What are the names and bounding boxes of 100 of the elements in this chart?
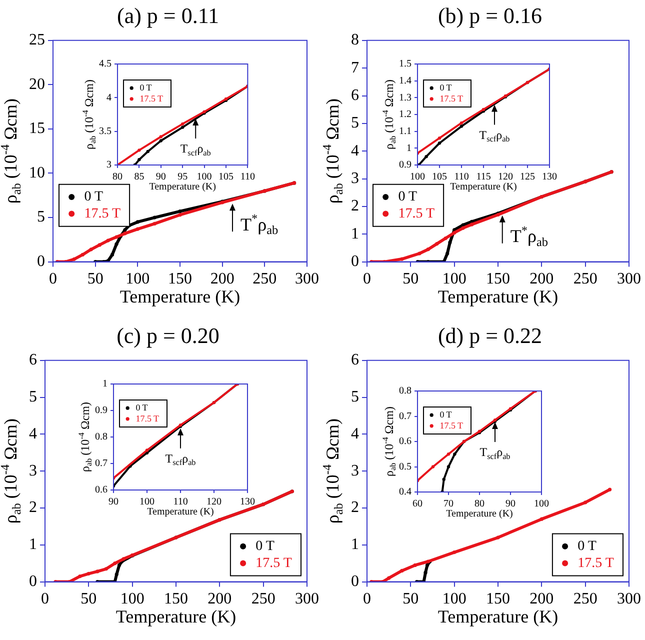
x-tick-label: 300: [617, 590, 641, 608]
y-tick-label: 1: [102, 378, 108, 390]
x-tick-label: 250: [573, 270, 598, 288]
x-tick-label: 50: [402, 270, 419, 288]
x-tick-label: 90: [108, 496, 118, 508]
y-tick-label: 4: [106, 92, 112, 104]
y-tick-label: 0.4: [399, 486, 412, 498]
y-tick-label: 5: [351, 114, 359, 132]
y-tick-label: 1: [351, 225, 359, 242]
y-tick-label: 0.7: [399, 410, 412, 422]
x-tick-label: 125: [520, 172, 535, 183]
y-axis-title: ρab (10-4 Ωcm): [380, 406, 398, 477]
x-tick-label: 300: [295, 270, 319, 288]
legend-label: 0 T: [140, 82, 152, 92]
y-tick-label: 1: [406, 142, 412, 154]
y-tick-label: 8: [351, 32, 359, 49]
x-tick-label: 100: [410, 172, 425, 183]
x-tick-label: 250: [251, 590, 276, 608]
x-axis-title: Temperature (K): [120, 286, 240, 307]
x-tick-label: 105: [432, 172, 447, 183]
x-tick-label: 50: [80, 590, 97, 608]
y-tick-label: 3: [351, 462, 359, 480]
y-tick-label: 3: [351, 170, 359, 187]
y-tick-label: 0.8: [399, 386, 412, 397]
y-tick-label: 0.6: [95, 484, 108, 496]
legend-label: 0 T: [136, 402, 148, 412]
x-tick-label: 200: [210, 270, 234, 288]
y-tick-label: 1: [29, 536, 37, 554]
x-tick-label: 100: [140, 496, 154, 508]
y-tick-label: 0.5: [399, 461, 412, 472]
x-tick-label: 105: [218, 172, 234, 183]
y-tick-label: 10: [29, 164, 45, 182]
y-tick-label: 20: [29, 76, 45, 93]
x-tick-label: 300: [617, 270, 641, 288]
legend-label: 0 T: [398, 190, 418, 205]
y-tick-label: 0: [351, 253, 359, 270]
x-tick-label: 150: [164, 590, 188, 608]
x-axis-title: Temperature (K): [438, 606, 558, 627]
x-tick-label: 150: [486, 590, 510, 608]
legend-label: 17.5 T: [398, 206, 435, 222]
y-axis-title: ρab (10-4 Ωcm): [0, 418, 24, 524]
x-tick-label: 70: [444, 498, 454, 510]
x-tick-label: 250: [252, 270, 277, 288]
x-tick-label: 150: [168, 270, 192, 288]
legend-label: 0 T: [440, 409, 452, 420]
x-tick-label: 100: [120, 590, 144, 608]
legend-label: 0 T: [440, 82, 452, 92]
y-tick-label: 4.5: [99, 58, 112, 70]
y-axis-title: ρab (10-4 Ωcm): [76, 402, 94, 472]
y-axis-title: ρab (10-4 Ωcm): [80, 79, 98, 150]
y-tick-label: 5: [37, 208, 45, 226]
y-tick-label: 0: [37, 253, 45, 270]
y-tick-label: 1.2: [399, 109, 412, 120]
y-tick-label: 1.5: [399, 58, 412, 70]
y-axis-title: ρab (10-4 Ωcm): [380, 79, 398, 150]
x-tick-label: 100: [196, 172, 212, 183]
x-tick-label: 115: [476, 172, 491, 183]
x-tick-label: 100: [534, 498, 549, 510]
y-tick-label: 0.8: [95, 432, 108, 443]
y-axis-title: ρab (10-4 Ωcm): [320, 98, 346, 204]
y-tick-label: 2: [351, 198, 359, 215]
legend-label: 0 T: [256, 539, 275, 554]
legend-label: 17.5 T: [136, 413, 160, 424]
y-tick-label: 3: [106, 160, 112, 171]
y-tick-label: 0.6: [399, 436, 412, 448]
chart-title: (b) p = 0.16: [438, 2, 542, 28]
x-tick-label: 120: [498, 172, 513, 183]
y-tick-label: 1.4: [399, 75, 412, 86]
x-tick-label: 110: [454, 172, 469, 183]
y-tick-label: 4: [351, 425, 359, 442]
x-tick-label: 80: [474, 498, 484, 510]
y-axis-title: ρab (10-4 Ωcm): [0, 98, 24, 204]
x-tick-label: 85: [134, 172, 144, 183]
x-tick-label: 0: [363, 590, 371, 608]
y-tick-label: 2: [351, 499, 359, 516]
x-tick-label: 100: [126, 270, 150, 288]
x-axis-title: Temperature (K): [116, 606, 236, 627]
y-tick-label: 0: [29, 573, 37, 590]
x-tick-label: 300: [295, 590, 319, 608]
y-tick-label: 7: [351, 59, 359, 76]
y-tick-label: 6: [351, 352, 359, 369]
x-axis-title: Temperature (K): [147, 506, 214, 518]
y-tick-label: 1.1: [399, 126, 412, 137]
chart-title: (d) p = 0.22: [438, 322, 542, 348]
y-tick-label: 0.9: [399, 160, 412, 171]
y-tick-label: 4: [29, 425, 37, 442]
y-tick-label: 15: [29, 120, 45, 138]
x-tick-label: 110: [173, 496, 188, 508]
y-tick-label: 6: [29, 352, 37, 369]
x-tick-label: 200: [208, 590, 232, 608]
y-tick-label: 3: [29, 462, 37, 480]
x-tick-label: 90: [506, 498, 516, 510]
y-tick-label: 0.9: [95, 405, 108, 416]
x-tick-label: 100: [442, 590, 466, 608]
x-tick-label: 0: [363, 270, 371, 288]
y-tick-label: 5: [351, 388, 359, 406]
x-tick-label: 150: [486, 270, 510, 288]
legend-label: 17.5 T: [140, 93, 164, 104]
y-tick-label: 25: [29, 32, 45, 49]
legend-label: 17.5 T: [440, 93, 464, 104]
